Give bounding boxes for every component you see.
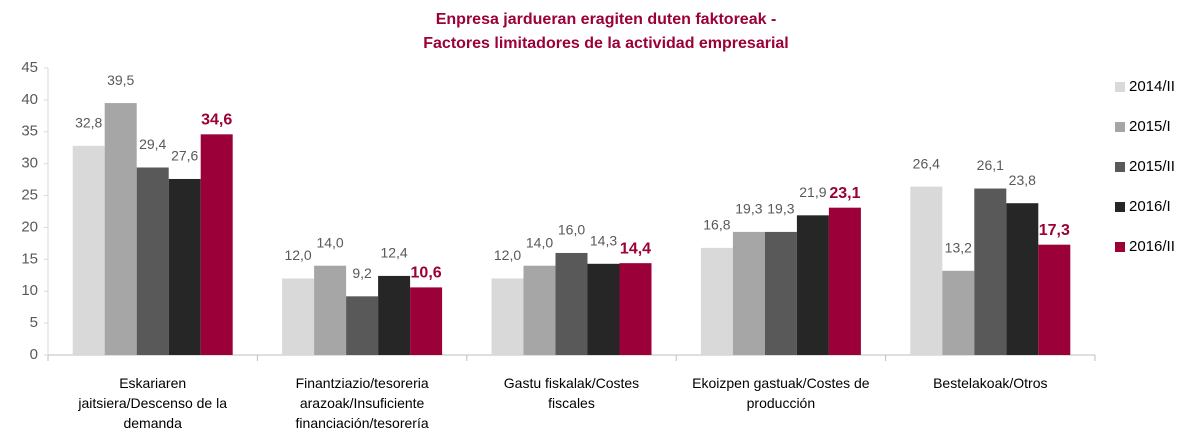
y-tick-label: 30 xyxy=(21,155,38,172)
y-tick-label: 20 xyxy=(21,218,38,235)
bar xyxy=(974,188,1007,355)
bar xyxy=(282,278,315,355)
legend-swatch xyxy=(1115,242,1125,252)
y-tick-label: 0 xyxy=(30,346,38,363)
value-label: 14,3 xyxy=(590,233,617,249)
value-label: 23,1 xyxy=(829,185,860,202)
x-tick-label: Finantziazio/tesoreria arazoak/Insuficie… xyxy=(295,375,429,431)
legend-label: 2015/I xyxy=(1129,118,1171,135)
x-tick-label: Gastu fiskalak/Costes fiscales xyxy=(503,375,640,411)
bar xyxy=(168,178,201,355)
value-label: 34,6 xyxy=(201,112,232,129)
chart-title: Factores limitadores de la actividad emp… xyxy=(423,35,789,52)
bar xyxy=(314,265,347,355)
value-label: 17,3 xyxy=(1039,222,1070,239)
bar xyxy=(796,215,829,355)
legend-label: 2015/II xyxy=(1129,158,1175,175)
y-tick-label: 15 xyxy=(21,250,38,267)
y-tick-label: 10 xyxy=(21,282,38,299)
bar xyxy=(587,263,620,355)
y-tick-label: 35 xyxy=(21,123,38,140)
bar xyxy=(619,263,652,355)
value-label: 32,8 xyxy=(75,115,102,131)
bar xyxy=(700,247,733,355)
value-label: 12,4 xyxy=(380,245,407,261)
x-tick-label: Ekoizpen gastuak/Costes de producción xyxy=(692,375,870,411)
value-label: 39,5 xyxy=(107,72,134,88)
bar xyxy=(1038,244,1071,355)
legend-label: 2014/II xyxy=(1129,78,1175,95)
legend-label: 2016/II xyxy=(1129,238,1175,255)
y-tick-label: 45 xyxy=(21,59,38,76)
legend-swatch xyxy=(1115,122,1125,132)
value-label: 12,0 xyxy=(494,247,521,263)
legend-label: 2016/I xyxy=(1129,198,1171,215)
bar xyxy=(410,287,443,355)
value-label: 16,0 xyxy=(558,222,585,238)
bar xyxy=(136,167,169,355)
value-label: 14,0 xyxy=(526,234,553,250)
bar xyxy=(910,186,943,355)
value-label: 26,1 xyxy=(977,157,1004,173)
bar xyxy=(491,278,524,355)
bar xyxy=(523,265,556,355)
y-tick-label: 25 xyxy=(21,187,38,204)
bar xyxy=(72,145,105,355)
value-label: 14,4 xyxy=(620,240,651,257)
bar xyxy=(764,231,797,355)
value-label: 19,3 xyxy=(767,201,794,217)
y-tick-label: 40 xyxy=(21,91,38,108)
value-label: 16,8 xyxy=(703,217,730,233)
value-label: 27,6 xyxy=(171,148,198,164)
value-label: 14,0 xyxy=(316,234,343,250)
y-tick-label: 5 xyxy=(30,314,38,331)
chart-title: Enpresa jardueran eragiten duten faktore… xyxy=(436,11,777,28)
value-label: 19,3 xyxy=(735,201,762,217)
bar xyxy=(1006,203,1039,355)
bar xyxy=(104,103,137,355)
bar xyxy=(378,275,411,355)
legend-swatch xyxy=(1115,162,1125,172)
legend-swatch xyxy=(1115,82,1125,92)
bar xyxy=(828,207,861,355)
value-label: 21,9 xyxy=(799,184,826,200)
bar xyxy=(200,134,233,355)
bar xyxy=(346,296,379,355)
value-label: 12,0 xyxy=(284,247,311,263)
bar xyxy=(555,252,588,355)
x-tick-label: Bestelakoak/Otros xyxy=(933,375,1048,391)
x-tick-label: Eskariaren jaitsiera/Descenso de la dema… xyxy=(78,375,227,431)
legend-swatch xyxy=(1115,202,1125,212)
value-label: 26,4 xyxy=(913,155,940,171)
value-label: 29,4 xyxy=(139,136,166,152)
value-label: 13,2 xyxy=(945,240,972,256)
bar xyxy=(732,231,765,355)
value-label: 10,6 xyxy=(411,265,442,282)
value-label: 23,8 xyxy=(1009,172,1036,188)
value-label: 9,2 xyxy=(352,265,372,281)
bar xyxy=(942,270,975,355)
